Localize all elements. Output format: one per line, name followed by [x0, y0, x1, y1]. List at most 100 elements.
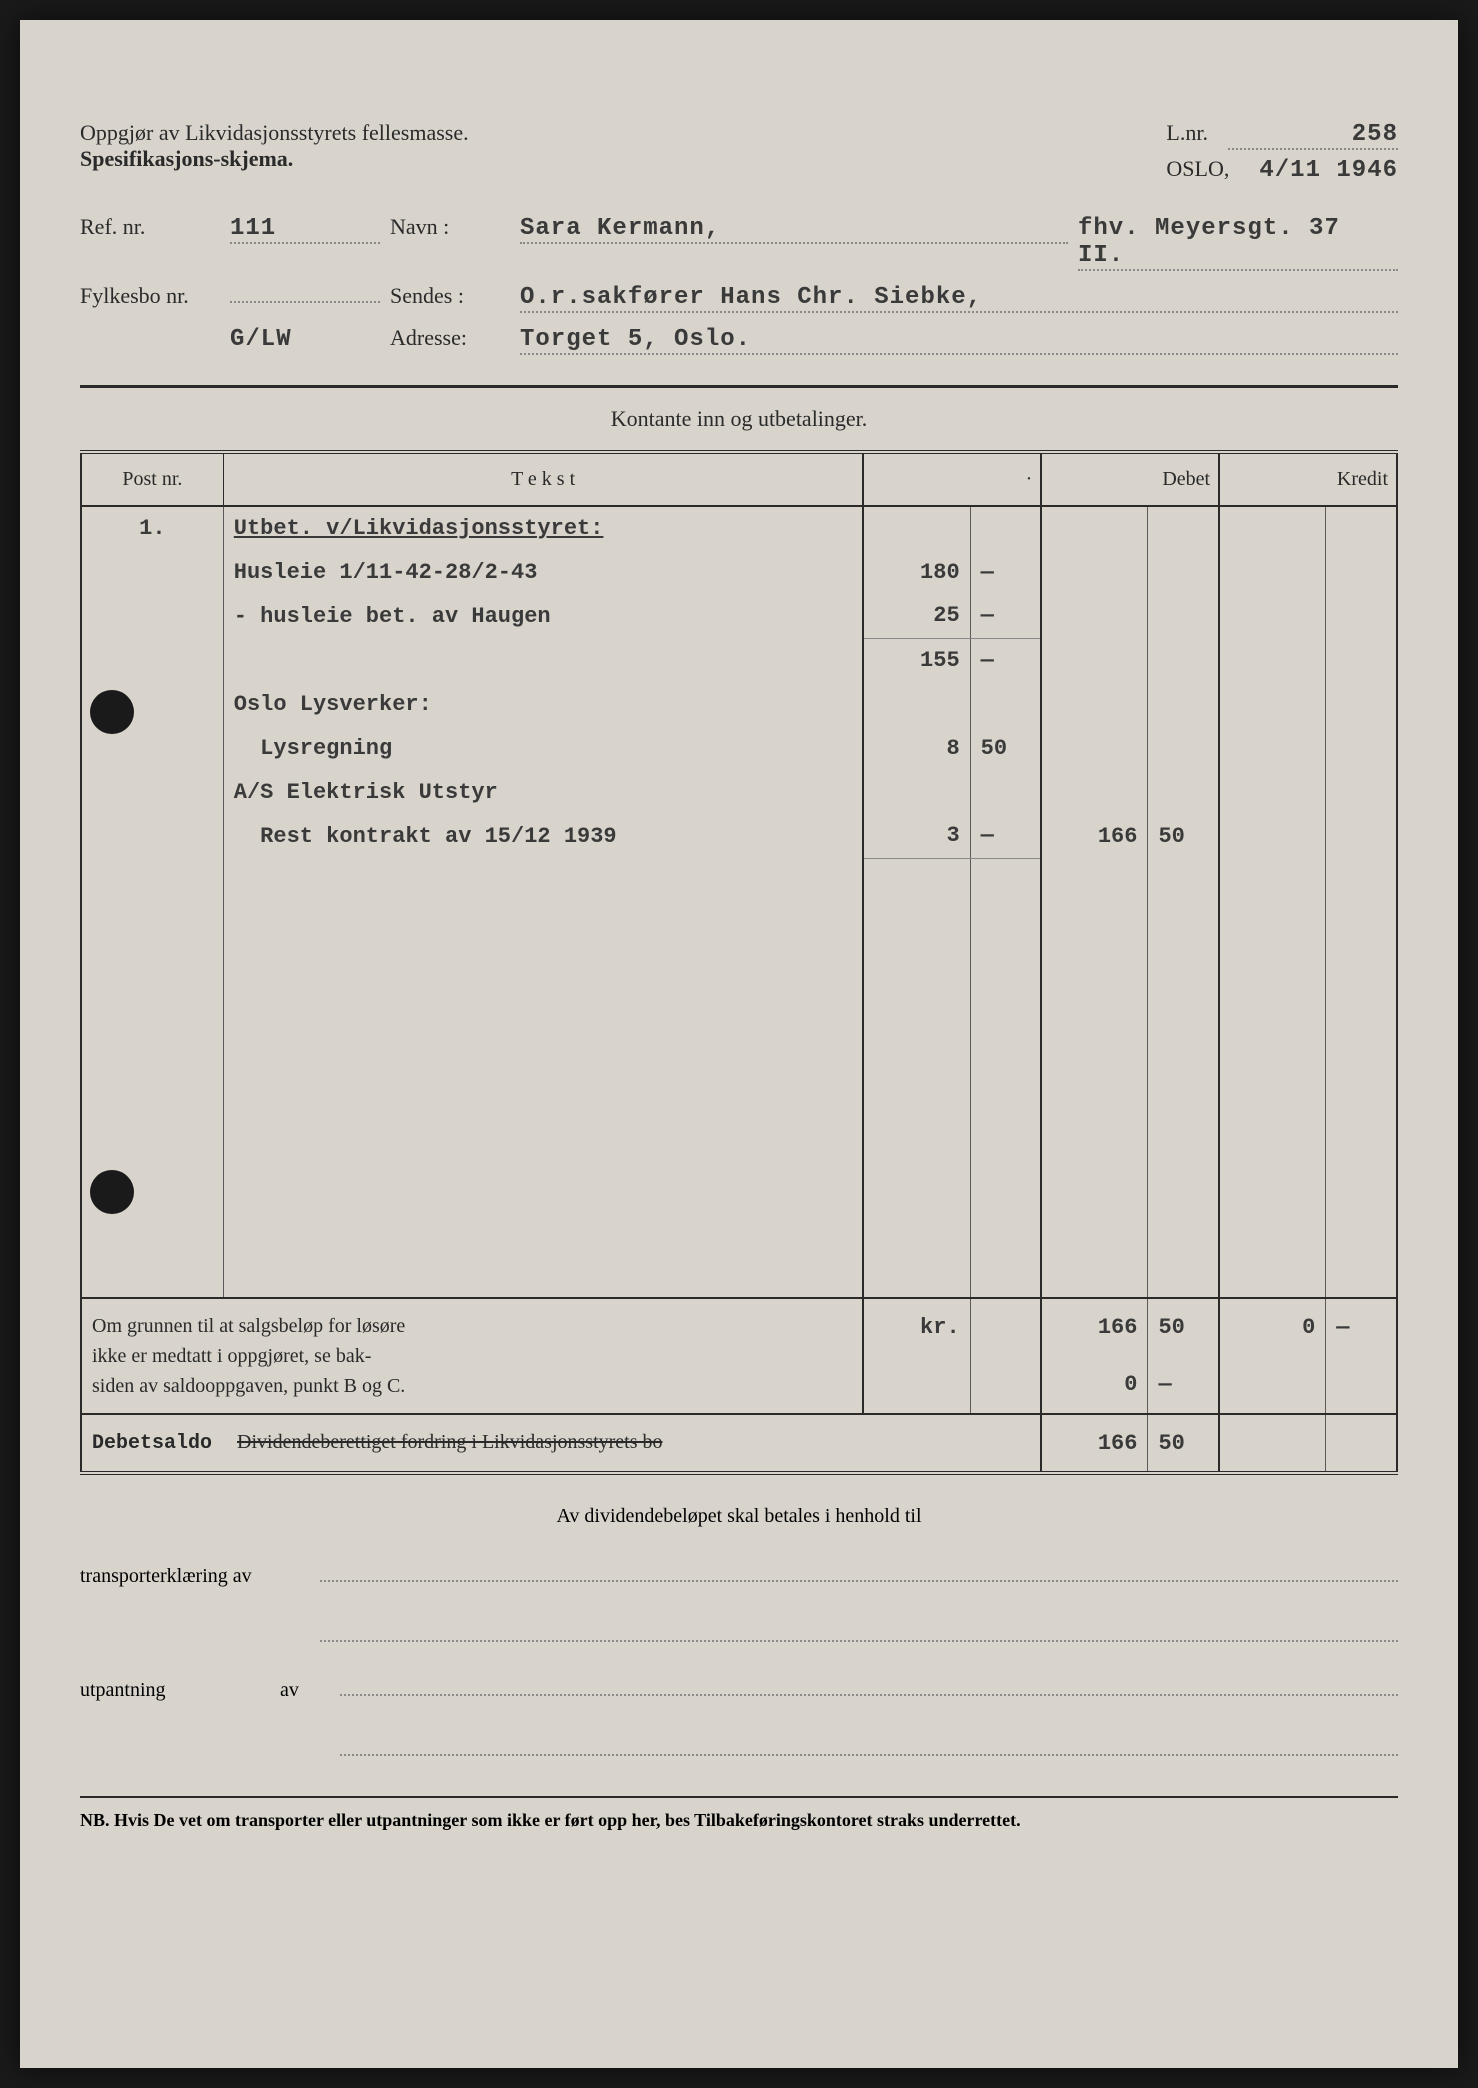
cell — [1326, 990, 1397, 1034]
cell — [1041, 1034, 1148, 1078]
cell — [1041, 506, 1148, 550]
title-line-2: Spesifikasjons-skjema. — [80, 146, 469, 172]
transp-label: transporterklæring av — [80, 1565, 300, 1588]
sum2-d1: 0 — [1041, 1356, 1148, 1414]
cell — [1219, 550, 1326, 594]
note-l3: siden av saldooppgaven, punkt B og C. — [92, 1375, 405, 1397]
cell — [1326, 682, 1397, 726]
cell — [223, 902, 863, 946]
div-label: Dividendeberettiget fordring i Likvidasj… — [237, 1431, 662, 1453]
cell — [863, 506, 970, 550]
cell — [1041, 1078, 1148, 1122]
cell — [1041, 682, 1148, 726]
note-l1: Om grunnen til at salgsbeløp for løsøre — [92, 1315, 405, 1337]
cell: Lysregning — [223, 726, 863, 770]
cell — [1326, 1210, 1397, 1254]
nb-line: NB. Hvis De vet om transporter eller utp… — [80, 1796, 1398, 1831]
cell: — — [970, 550, 1041, 594]
cell — [863, 946, 970, 990]
cell — [970, 1078, 1041, 1122]
cell — [1219, 1122, 1326, 1166]
cell — [1219, 990, 1326, 1034]
cell — [1041, 946, 1148, 990]
navn-value: Sara Kermann, — [520, 215, 1068, 244]
cell — [1041, 1210, 1148, 1254]
sum1-d1: 166 — [1041, 1298, 1148, 1356]
table-row — [81, 990, 1397, 1034]
cell — [81, 726, 223, 770]
cell — [81, 550, 223, 594]
code-value: G/LW — [230, 326, 380, 353]
table-row: - husleie bet. av Haugen25— — [81, 594, 1397, 638]
table-row — [81, 902, 1397, 946]
cell — [1148, 1122, 1219, 1166]
cell — [970, 858, 1041, 902]
cell — [970, 990, 1041, 1034]
cell — [1148, 1166, 1219, 1210]
cell — [970, 902, 1041, 946]
lnr-value: 258 — [1228, 121, 1398, 150]
cell — [1041, 770, 1148, 814]
cell: Utbet. v/Likvidasjonsstyret: — [223, 506, 863, 550]
cell — [223, 1078, 863, 1122]
table-row: 1.Utbet. v/Likvidasjonsstyret: — [81, 506, 1397, 550]
cell — [1148, 1210, 1219, 1254]
footer: Av dividendebeløpet skal betales i henho… — [80, 1505, 1398, 1831]
cell — [1148, 638, 1219, 682]
table-row — [81, 1254, 1397, 1298]
cell — [863, 682, 970, 726]
cell — [1326, 858, 1397, 902]
cell — [1326, 1122, 1397, 1166]
cell — [81, 1210, 223, 1254]
cell — [970, 770, 1041, 814]
cell — [1219, 946, 1326, 990]
utp-fill — [340, 1672, 1398, 1696]
table-row — [81, 1210, 1397, 1254]
cell: 3 — [863, 814, 970, 858]
cell — [223, 1210, 863, 1254]
cell — [863, 1034, 970, 1078]
cell — [1326, 902, 1397, 946]
cell — [1219, 858, 1326, 902]
punch-hole — [90, 1170, 134, 1214]
cell — [223, 1122, 863, 1166]
table-row — [81, 1166, 1397, 1210]
sum3-d1: 166 — [1041, 1414, 1148, 1473]
sendes-label: Sendes : — [390, 283, 510, 309]
cell — [1041, 990, 1148, 1034]
cell: — — [970, 638, 1041, 682]
lnr-label: L.nr. — [1166, 120, 1208, 146]
cell: A/S Elektrisk Utstyr — [223, 770, 863, 814]
cell — [970, 1254, 1041, 1298]
cell — [1219, 1078, 1326, 1122]
cell — [970, 1122, 1041, 1166]
cell — [1041, 858, 1148, 902]
cell — [1326, 726, 1397, 770]
cell — [863, 990, 970, 1034]
col-debet: Debet — [1041, 452, 1219, 506]
cell — [1148, 770, 1219, 814]
note-l2: ikke er medtatt i oppgjøret, se bak- — [92, 1345, 371, 1367]
cell — [81, 814, 223, 858]
cell — [970, 506, 1041, 550]
table-row: Oslo Lysverker: — [81, 682, 1397, 726]
cell — [970, 946, 1041, 990]
cell — [1326, 770, 1397, 814]
cell — [81, 902, 223, 946]
sum3-d2: 50 — [1148, 1414, 1219, 1473]
sum2-d2: — — [1148, 1356, 1219, 1414]
av-label: av — [280, 1679, 320, 1702]
cell: 8 — [863, 726, 970, 770]
cell — [1148, 506, 1219, 550]
table-row: Husleie 1/11-42-28/2-43180— — [81, 550, 1397, 594]
cell: Oslo Lysverker: — [223, 682, 863, 726]
fylkes-value — [230, 301, 380, 303]
cell — [970, 1034, 1041, 1078]
cell: - husleie bet. av Haugen — [223, 594, 863, 638]
cell — [223, 1254, 863, 1298]
cell — [1219, 1254, 1326, 1298]
table-row: Lysregning850 — [81, 726, 1397, 770]
cell — [1219, 902, 1326, 946]
cell — [1219, 1210, 1326, 1254]
cell — [1041, 594, 1148, 638]
